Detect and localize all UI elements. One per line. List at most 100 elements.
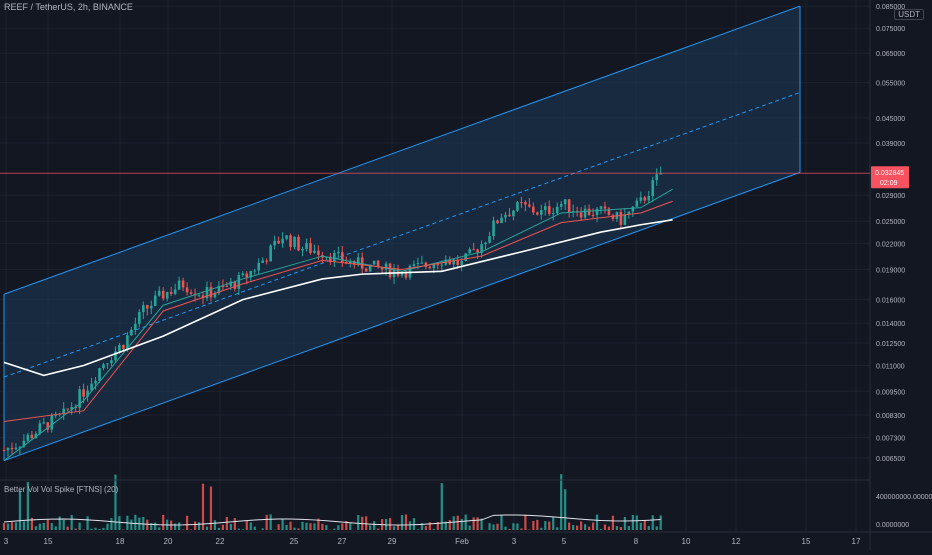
- volume-bar: [504, 527, 506, 530]
- candle-body: [520, 202, 523, 203]
- volume-bar: [413, 518, 415, 530]
- channel-fill: [4, 6, 800, 461]
- price-tick-label: 0.055000: [876, 81, 905, 88]
- candle-body: [245, 274, 248, 278]
- volume-bar: [488, 523, 490, 530]
- volume-bar: [620, 527, 622, 530]
- candle-body: [655, 174, 658, 180]
- currency-unit[interactable]: USDT: [894, 9, 924, 20]
- candle-body: [357, 257, 360, 264]
- price-tick-label: 0.008300: [876, 413, 905, 420]
- price-tick-label: 0.014000: [876, 321, 905, 328]
- volume-bar: [39, 524, 41, 530]
- candle-body: [604, 207, 607, 209]
- volume-bar: [369, 525, 371, 530]
- candle-body: [234, 282, 237, 289]
- volume-bar: [102, 528, 104, 530]
- volume-bar: [556, 527, 558, 530]
- volume-bar: [59, 516, 61, 530]
- candle-body: [516, 202, 519, 211]
- candle-body: [540, 210, 543, 215]
- time-tick-label: 5: [562, 537, 567, 546]
- candle-body: [560, 204, 563, 207]
- candle-body: [289, 235, 292, 247]
- candle-body: [150, 306, 153, 309]
- regression-channel[interactable]: [4, 6, 800, 461]
- candle-body: [552, 213, 555, 214]
- candle-body: [313, 251, 316, 253]
- candle-body: [632, 207, 635, 212]
- volume-bar: [500, 515, 502, 530]
- candle-body: [43, 422, 46, 423]
- channel-mid-line: [4, 92, 800, 377]
- volume-bar: [409, 521, 411, 530]
- candle-body: [568, 199, 571, 212]
- volume-bar: [67, 527, 69, 530]
- volume-bar: [86, 516, 88, 530]
- candle-body: [265, 261, 268, 262]
- time-tick-label: 10: [682, 537, 691, 546]
- candle-body: [257, 263, 260, 271]
- indicator-label[interactable]: Better Vol Vol Spike [FTNS] (20): [4, 485, 118, 494]
- candle-body: [405, 273, 408, 278]
- candle-body: [556, 207, 559, 213]
- volume-bar: [325, 525, 327, 530]
- volume-bar: [194, 522, 196, 530]
- volume-bar: [477, 517, 479, 530]
- volume-bar: [234, 518, 236, 530]
- volume-bar: [3, 523, 5, 530]
- volume-bar: [492, 524, 494, 530]
- volume-bar: [572, 525, 574, 530]
- volume-bar: [130, 520, 132, 530]
- volume-bars: [3, 474, 662, 530]
- candle-body: [468, 249, 471, 253]
- candle-body: [429, 267, 432, 268]
- volume-bar: [469, 526, 471, 530]
- time-tick-label: 3: [512, 537, 517, 546]
- candle-body: [524, 202, 527, 204]
- candle-body: [27, 435, 30, 441]
- candle-body: [640, 197, 643, 200]
- candle-body: [66, 409, 69, 410]
- volume-bar: [600, 529, 602, 530]
- candle-body: [564, 199, 567, 204]
- candle-body: [460, 261, 463, 265]
- volume-bar: [449, 520, 451, 530]
- volume-bar: [79, 523, 81, 530]
- candle-body: [31, 435, 34, 438]
- volume-bar: [453, 516, 455, 530]
- volume-bar: [532, 521, 534, 530]
- volume-bar: [321, 524, 323, 530]
- countdown-label: 02:09: [880, 180, 898, 187]
- price-tick-label: 0.007300: [876, 436, 905, 443]
- volume-bar: [552, 517, 554, 530]
- candle-body: [643, 197, 646, 200]
- volume-bar: [389, 518, 391, 530]
- price-tick-label: 0.045000: [876, 116, 905, 123]
- candle-body: [293, 237, 296, 247]
- volume-bar: [55, 526, 57, 530]
- candle-body: [158, 291, 161, 296]
- candle-body: [118, 345, 121, 351]
- volume-bar: [592, 523, 594, 530]
- volume-bar: [496, 524, 498, 530]
- price-tick-label: 0.009500: [876, 389, 905, 396]
- volume-bar: [230, 524, 232, 530]
- volume-bar: [349, 523, 351, 530]
- volume-bar: [174, 523, 176, 530]
- volume-bar: [417, 529, 419, 530]
- volume-bar: [405, 514, 407, 530]
- price-tick-label: 0.006500: [876, 456, 905, 463]
- candle-body: [39, 423, 42, 433]
- volume-bar: [473, 517, 475, 530]
- time-tick-label: 18: [116, 537, 125, 546]
- volume-bar: [604, 524, 606, 530]
- volume-bar: [206, 527, 208, 530]
- volume-bar: [71, 515, 73, 530]
- volume-bar: [457, 516, 459, 530]
- volume-bar: [222, 525, 224, 530]
- volume-bar: [90, 529, 92, 530]
- volume-bar: [297, 528, 299, 530]
